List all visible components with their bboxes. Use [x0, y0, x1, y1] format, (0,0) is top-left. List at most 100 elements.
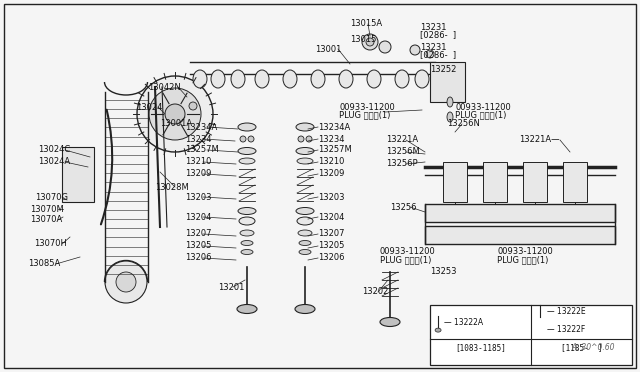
Circle shape: [529, 179, 541, 191]
Text: 13234: 13234: [318, 135, 344, 144]
Text: — 13222F: — 13222F: [547, 325, 586, 334]
Text: 13221A—: 13221A—: [520, 135, 560, 144]
Circle shape: [116, 272, 136, 292]
Text: 13015: 13015: [350, 35, 376, 45]
Text: 13028M: 13028M: [155, 183, 189, 192]
Text: 13203: 13203: [318, 192, 344, 202]
Ellipse shape: [426, 50, 434, 58]
Text: 13210: 13210: [185, 157, 211, 167]
Bar: [425, 204, 615, 222]
Ellipse shape: [410, 45, 420, 55]
Ellipse shape: [367, 70, 381, 88]
Text: 13001: 13001: [315, 45, 341, 54]
Bar: [483, 162, 507, 202]
Bar: [430, 62, 465, 102]
Text: 13015A: 13015A: [350, 19, 382, 29]
Circle shape: [137, 76, 213, 152]
Circle shape: [165, 104, 185, 124]
Circle shape: [71, 155, 85, 169]
Circle shape: [366, 38, 374, 46]
Ellipse shape: [231, 70, 245, 88]
Text: 13234: 13234: [185, 135, 211, 144]
Ellipse shape: [415, 70, 429, 88]
Circle shape: [489, 179, 501, 191]
Bar: [523, 162, 547, 202]
Text: 13252: 13252: [430, 65, 456, 74]
Ellipse shape: [238, 208, 256, 215]
Text: 13024: 13024: [136, 103, 163, 112]
Text: [0286-  ]: [0286- ]: [420, 51, 456, 60]
Text: 13253: 13253: [430, 267, 456, 276]
Text: 13085A: 13085A: [28, 260, 60, 269]
Bar: [563, 162, 587, 202]
Text: 13042N: 13042N: [148, 83, 180, 92]
Text: 13207: 13207: [318, 230, 344, 238]
Text: — 13222A: — 13222A: [444, 318, 483, 327]
Text: 13257M: 13257M: [185, 145, 219, 154]
Ellipse shape: [379, 41, 391, 53]
Circle shape: [448, 228, 462, 242]
Text: [1083-1185]: [1083-1185]: [455, 344, 506, 353]
Circle shape: [528, 206, 542, 220]
Text: [1185-  ]: [1185- ]: [561, 344, 603, 353]
Ellipse shape: [299, 250, 311, 254]
Bar: [430, 305, 632, 365]
Circle shape: [531, 191, 539, 199]
Ellipse shape: [311, 70, 325, 88]
Text: PLUG プラグ(1): PLUG プラグ(1): [455, 110, 506, 119]
Circle shape: [488, 228, 502, 242]
Text: 13256: 13256: [390, 202, 417, 212]
Circle shape: [569, 179, 581, 191]
Text: [0286-  ]: [0286- ]: [420, 31, 456, 39]
Bar: [443, 162, 467, 202]
Ellipse shape: [193, 70, 207, 88]
Text: 13070A: 13070A: [30, 215, 62, 224]
Text: 13207: 13207: [185, 230, 211, 238]
Text: 13205: 13205: [185, 241, 211, 250]
Text: 13204: 13204: [185, 212, 211, 221]
Text: 13257M: 13257M: [318, 145, 352, 154]
Ellipse shape: [239, 158, 255, 164]
Text: 13001A: 13001A: [160, 119, 192, 128]
Circle shape: [568, 206, 582, 220]
Ellipse shape: [339, 70, 353, 88]
Text: 13209: 13209: [185, 170, 211, 179]
Text: 00933-11200: 00933-11200: [339, 103, 395, 112]
Text: 13231: 13231: [420, 42, 447, 51]
Ellipse shape: [238, 148, 256, 154]
Circle shape: [149, 88, 201, 140]
Ellipse shape: [297, 158, 313, 164]
Ellipse shape: [435, 328, 441, 332]
Ellipse shape: [241, 250, 253, 254]
Text: PLUG プラグ(1): PLUG プラグ(1): [380, 256, 431, 264]
Ellipse shape: [380, 317, 400, 327]
Ellipse shape: [296, 123, 314, 131]
Text: 13203: 13203: [185, 192, 211, 202]
Text: 13231: 13231: [420, 22, 447, 32]
Ellipse shape: [296, 208, 314, 215]
Text: A: 30^0.60: A: 30^0.60: [572, 343, 615, 352]
Text: PLUG プラグ(1): PLUG プラグ(1): [339, 110, 390, 119]
Ellipse shape: [239, 217, 255, 225]
Text: 00933-11200: 00933-11200: [497, 247, 553, 257]
Ellipse shape: [241, 241, 253, 246]
Circle shape: [568, 228, 582, 242]
Bar: [62, 147, 94, 202]
Ellipse shape: [298, 136, 304, 142]
Text: 13024A: 13024A: [38, 157, 70, 167]
Text: 13070M: 13070M: [30, 205, 64, 214]
Ellipse shape: [296, 148, 314, 154]
Text: 13256M: 13256M: [386, 148, 420, 157]
Bar: [425, 226, 615, 244]
Circle shape: [491, 191, 499, 199]
Text: 13070G: 13070G: [35, 192, 68, 202]
Text: 00933-11200: 00933-11200: [380, 247, 436, 257]
Ellipse shape: [298, 230, 312, 236]
Ellipse shape: [255, 70, 269, 88]
Ellipse shape: [238, 123, 256, 131]
Text: 13205: 13205: [318, 241, 344, 250]
Circle shape: [105, 261, 147, 303]
Circle shape: [571, 191, 579, 199]
Ellipse shape: [211, 70, 225, 88]
Ellipse shape: [240, 136, 246, 142]
